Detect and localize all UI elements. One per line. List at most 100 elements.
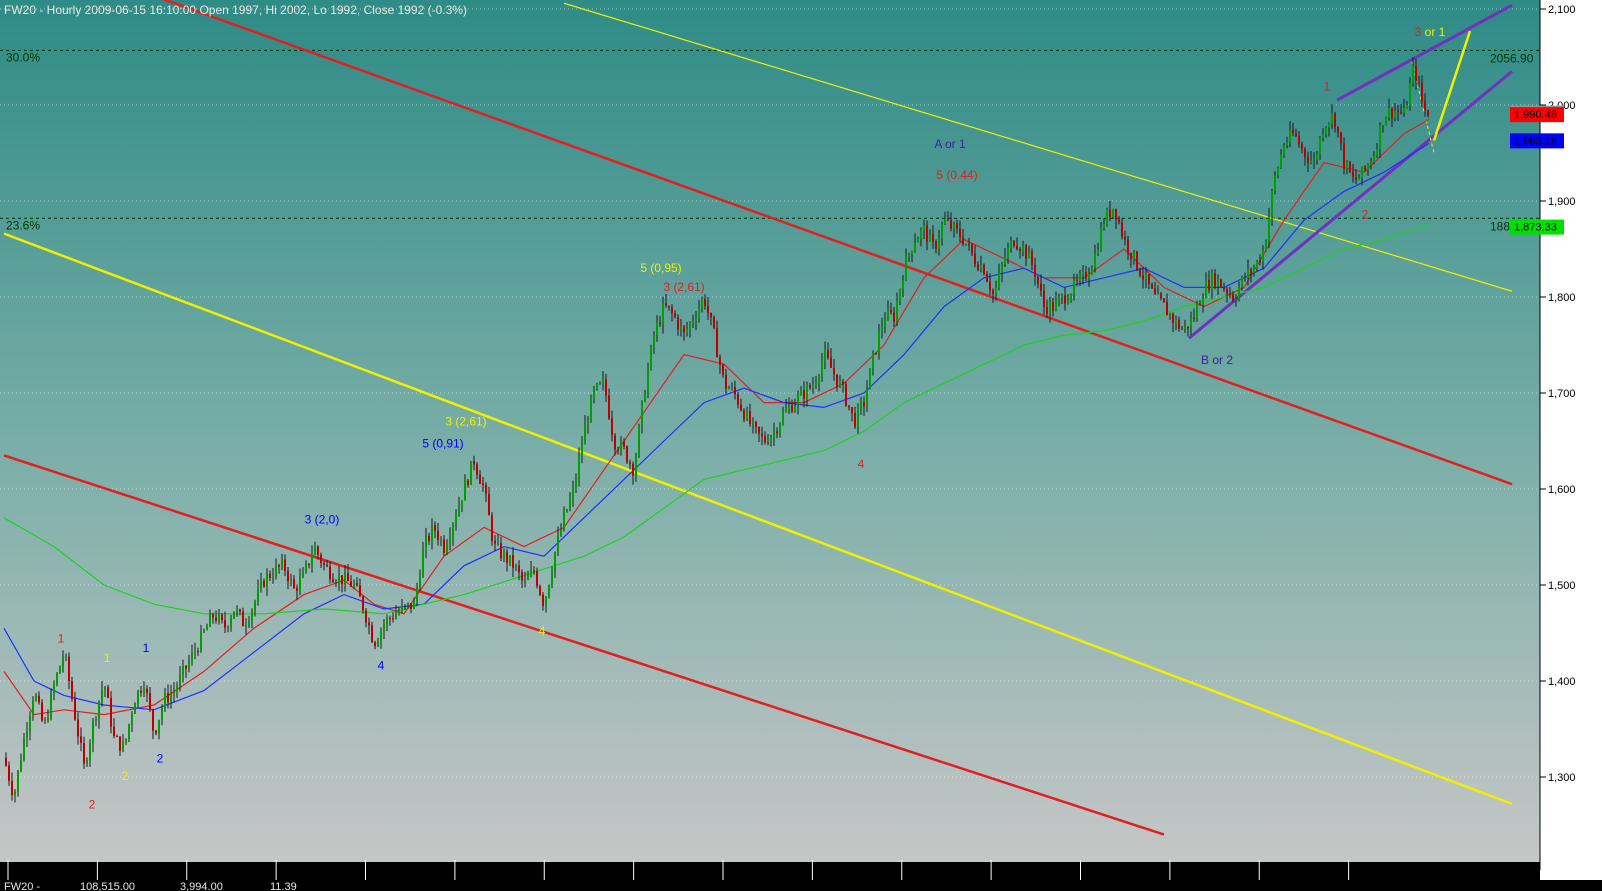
wave-label-6: 3 (2,0) <box>305 513 340 527</box>
candle-body <box>143 688 145 693</box>
candle-body <box>296 588 298 591</box>
x-tick-label-12: 2009-05-18 <box>1084 867 1140 879</box>
candle-body <box>662 302 664 325</box>
candle-body <box>971 243 973 254</box>
x-tick-label-13: 2009-05-25 <box>1173 867 1229 879</box>
wave-label-4: 1 <box>143 641 150 655</box>
candle-body <box>809 385 811 388</box>
candle-body <box>1196 304 1198 319</box>
candle-body <box>1073 279 1075 295</box>
candle-body <box>242 611 244 627</box>
candle-body <box>1190 317 1192 329</box>
footer-label: FW20 - <box>4 881 40 891</box>
candle-body <box>563 511 565 530</box>
candle-body <box>1424 100 1426 110</box>
trend-line-7 <box>1411 61 1435 154</box>
candle-body <box>728 388 730 390</box>
candle-body <box>959 228 961 238</box>
candle-body <box>881 326 883 332</box>
candle-body <box>524 579 526 581</box>
candle-body <box>1367 164 1369 170</box>
candle-body <box>866 389 868 407</box>
candle-body <box>1001 263 1003 273</box>
candle-body <box>1358 177 1360 181</box>
candle-body <box>566 509 568 512</box>
candle-body <box>254 601 256 611</box>
candle-body <box>677 317 679 330</box>
trend-line-6 <box>1432 30 1472 141</box>
footer-panel <box>0 880 1602 891</box>
candle-body <box>848 405 850 408</box>
candle-body <box>782 411 784 424</box>
candle-body <box>1187 326 1189 329</box>
candle-body <box>1064 295 1066 304</box>
candle-body <box>884 319 886 327</box>
candle-body <box>74 699 76 720</box>
candle-body <box>872 352 874 369</box>
candle-body <box>446 544 448 553</box>
candle-body <box>371 625 373 643</box>
candle-body <box>164 693 166 708</box>
x-axis: 2009-02-18 2009-02-25 2009-03-04 2009-03-11… <box>7 860 1408 880</box>
candle-body <box>920 229 922 239</box>
candle-body <box>281 559 283 567</box>
candle-body <box>248 621 250 626</box>
wave-label-10: 4 <box>539 624 546 638</box>
candle-body <box>710 312 712 318</box>
candle-body <box>698 308 700 319</box>
candle-body <box>461 500 463 505</box>
candle-body <box>944 218 946 224</box>
candle-body <box>185 665 187 669</box>
candle-body <box>332 579 334 583</box>
wave-labels: 1 2 1 2 1 2 3 (2,0) 4 3 (2,61) 5 (0,91) 4 5 (0,95) 3… <box>58 25 1446 812</box>
candle-body <box>263 580 265 587</box>
candle-body <box>80 736 82 743</box>
trend-line-4 <box>1188 70 1513 340</box>
candle-body <box>215 617 217 621</box>
candle-body <box>1409 82 1411 105</box>
candle-body <box>626 446 628 463</box>
candle-body <box>731 386 733 389</box>
x-tick-label-6: 2009-04-01 <box>547 867 603 879</box>
candle-body <box>188 660 190 669</box>
candle-body <box>752 421 754 425</box>
candle-body <box>1364 166 1366 170</box>
candle-body <box>617 449 619 451</box>
x-tick-label-1: 2009-02-25 <box>100 867 156 879</box>
candle-body <box>806 385 808 400</box>
wave-label-13: 4 <box>858 457 865 471</box>
candle-body <box>485 485 487 494</box>
candle-body <box>20 759 22 771</box>
candle-body <box>1271 190 1273 217</box>
candle-body <box>845 383 847 406</box>
candle-body <box>452 524 454 537</box>
candle-body <box>1220 279 1222 288</box>
candle-body <box>980 264 982 270</box>
x-tick-label-9: 2009-04-24 <box>815 867 871 879</box>
ma-red-line <box>3 118 1430 716</box>
candle-body <box>1274 175 1276 191</box>
candle-body <box>827 349 829 358</box>
candle-body <box>350 581 352 587</box>
candle-body <box>347 573 349 582</box>
candle-body <box>182 665 184 675</box>
candle-body <box>1268 216 1270 242</box>
candle-body <box>1265 241 1267 251</box>
candle-body <box>1385 117 1387 126</box>
candle-body <box>98 701 100 720</box>
candle-body <box>1085 272 1087 279</box>
price-tag-label-1: 1,990.48 <box>1514 109 1557 121</box>
candle-body <box>122 742 124 751</box>
candle-body <box>473 461 475 465</box>
candle-body <box>1310 160 1312 163</box>
candle-body <box>59 666 61 674</box>
candle-body <box>1181 328 1183 330</box>
candle-body <box>926 225 928 242</box>
candle-body <box>701 298 703 309</box>
candle-body <box>140 690 142 693</box>
candle-body <box>962 237 964 245</box>
candle-body <box>326 564 328 567</box>
candle-body <box>1025 245 1027 259</box>
candle-body <box>635 456 637 476</box>
footer-value-3: 11.39 <box>270 881 297 891</box>
